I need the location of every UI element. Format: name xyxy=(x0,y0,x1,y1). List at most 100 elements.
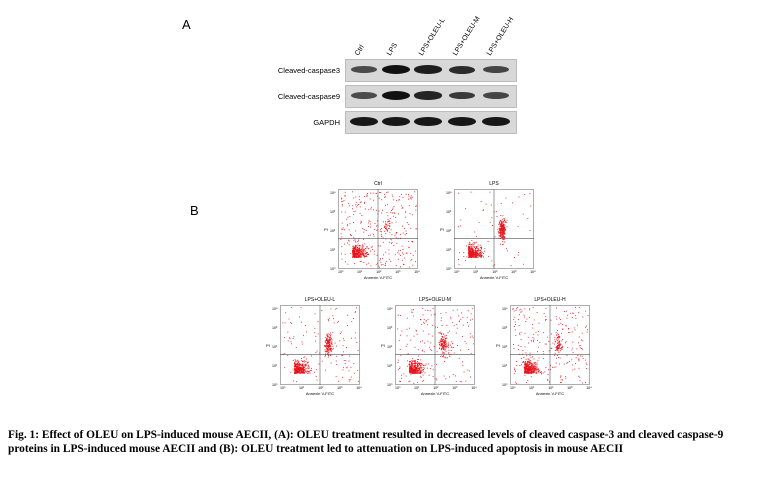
event-dot xyxy=(531,366,533,368)
event-dot xyxy=(475,241,477,243)
event-dot xyxy=(440,338,442,340)
event-dot xyxy=(411,361,413,363)
event-dot xyxy=(298,368,300,370)
event-dot xyxy=(498,235,500,237)
event-dot xyxy=(441,317,442,319)
event-dot xyxy=(295,347,297,348)
event-dot xyxy=(525,369,527,370)
event-dot xyxy=(425,320,427,321)
event-dot xyxy=(481,247,482,249)
event-dot xyxy=(518,196,520,198)
event-dot xyxy=(408,223,410,225)
event-dot xyxy=(295,371,297,372)
event-dot xyxy=(524,363,526,365)
event-dot xyxy=(410,227,412,229)
event-dot xyxy=(415,362,417,364)
event-dot xyxy=(297,369,299,371)
event-dot xyxy=(536,372,538,373)
event-dot xyxy=(420,377,422,378)
event-dot xyxy=(531,369,533,370)
event-dot xyxy=(372,192,374,194)
event-dot xyxy=(555,338,557,340)
event-dot xyxy=(427,363,429,365)
event-dot xyxy=(476,251,478,253)
event-dot xyxy=(413,361,415,362)
event-dot xyxy=(364,250,366,252)
event-dot xyxy=(357,253,359,255)
event-dot xyxy=(298,370,300,371)
event-dot xyxy=(359,250,361,251)
event-dot xyxy=(532,307,534,309)
event-dot xyxy=(478,253,480,255)
event-dot xyxy=(422,374,424,376)
event-dot xyxy=(561,381,562,383)
event-dot xyxy=(501,227,502,229)
event-dot xyxy=(338,320,339,322)
event-dot xyxy=(328,344,329,346)
event-dot xyxy=(502,215,504,217)
event-dot xyxy=(470,250,472,252)
event-dot xyxy=(330,348,332,350)
event-dot xyxy=(556,348,557,350)
event-dot xyxy=(292,360,294,361)
event-dot xyxy=(535,367,537,369)
event-dot xyxy=(392,212,393,214)
event-dot xyxy=(401,205,403,207)
event-dot xyxy=(360,256,362,258)
event-dot xyxy=(391,234,393,236)
event-dot xyxy=(308,367,310,369)
event-dot xyxy=(513,348,515,349)
event-dot xyxy=(522,353,524,355)
lane-label: LPS+OLEU-H xyxy=(486,16,516,58)
event-dot xyxy=(503,237,504,239)
event-dot xyxy=(429,346,430,348)
event-dot xyxy=(360,260,362,262)
event-dot xyxy=(299,363,300,364)
event-dot xyxy=(578,360,580,362)
event-dot xyxy=(479,254,481,256)
event-dot xyxy=(400,255,401,256)
blot-row-label: GAPDH xyxy=(313,118,340,127)
event-dot xyxy=(327,350,329,352)
event-dot xyxy=(557,345,559,347)
event-dot xyxy=(561,332,563,334)
event-dot xyxy=(442,353,444,354)
event-dot xyxy=(408,353,409,355)
event-dot xyxy=(416,370,418,371)
event-dot xyxy=(306,371,307,373)
event-dot xyxy=(374,223,376,224)
event-dot xyxy=(441,333,443,334)
event-dot xyxy=(503,229,505,230)
event-dot xyxy=(520,346,522,347)
event-dot xyxy=(427,318,429,320)
event-dot xyxy=(469,242,471,244)
event-dot xyxy=(472,251,474,253)
event-dot xyxy=(518,252,520,253)
event-dot xyxy=(373,253,375,255)
event-dot xyxy=(347,216,349,218)
event-dot xyxy=(360,220,362,222)
event-dot xyxy=(494,236,496,238)
event-dot xyxy=(366,254,367,256)
event-dot xyxy=(299,372,301,374)
event-dot xyxy=(416,362,418,364)
event-dot xyxy=(400,315,401,316)
event-dot xyxy=(582,340,584,342)
event-dot xyxy=(457,345,458,346)
event-dot xyxy=(302,360,304,362)
event-dot xyxy=(523,357,525,358)
event-dot xyxy=(468,256,470,258)
protein-band xyxy=(414,117,442,126)
event-dot xyxy=(365,256,367,257)
event-dot xyxy=(332,315,334,317)
event-dot xyxy=(361,252,363,253)
event-dot xyxy=(296,368,297,370)
event-dot xyxy=(423,364,425,366)
event-dot xyxy=(380,258,381,260)
event-dot xyxy=(489,221,491,223)
event-dot xyxy=(421,350,423,352)
event-dot xyxy=(341,354,343,356)
event-dot xyxy=(475,255,476,257)
event-dot xyxy=(363,253,365,254)
event-dot xyxy=(409,372,411,374)
